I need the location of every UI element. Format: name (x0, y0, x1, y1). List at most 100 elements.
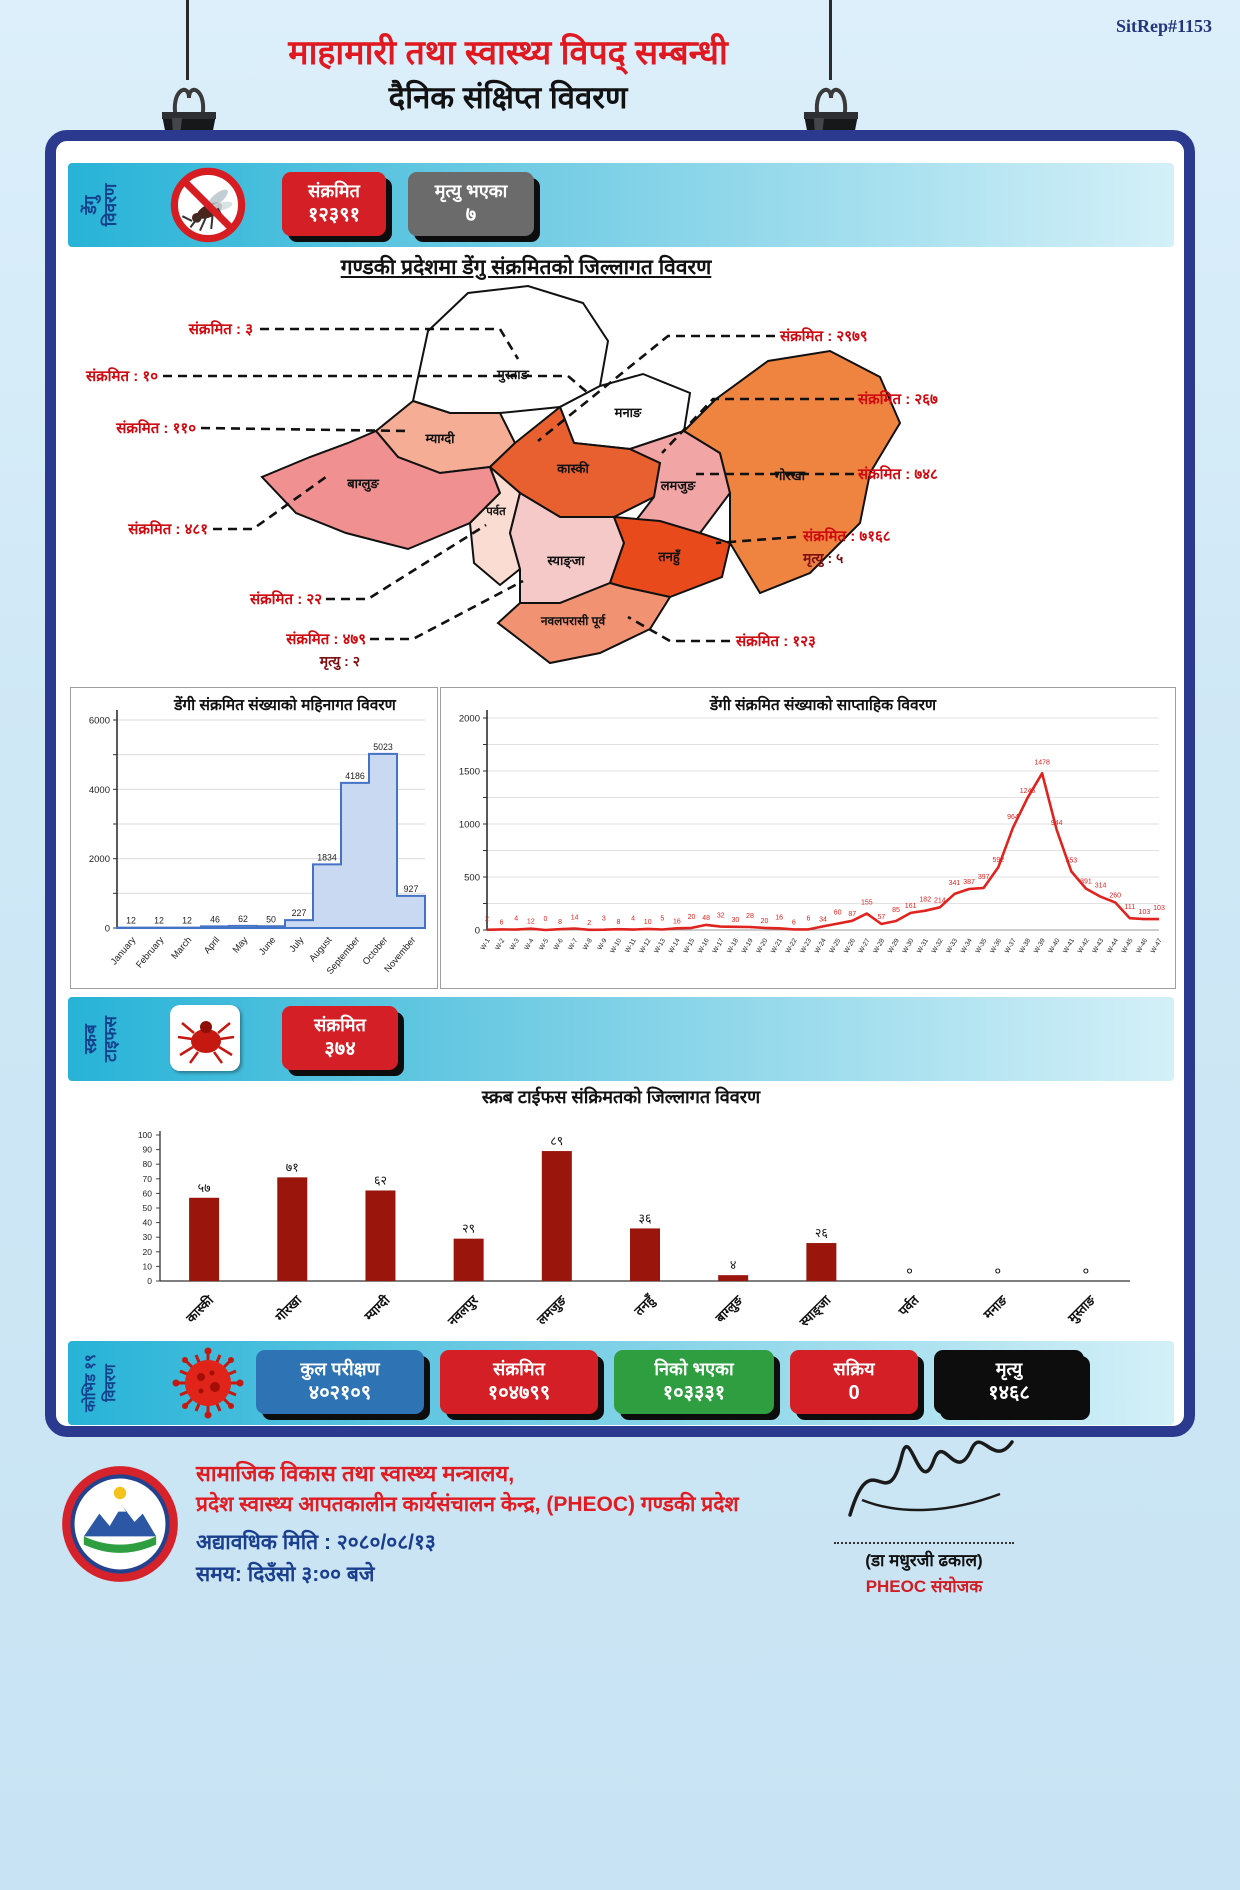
weekly-x-label: W-15 (682, 937, 696, 954)
weekly-value-label: 14 (571, 915, 579, 922)
weekly-x-label: W-10 (609, 937, 623, 954)
hanging-string-right (829, 0, 832, 80)
district-label-gorkha: गोरखा (774, 468, 806, 483)
covid-active-value: 0 (848, 1382, 860, 1404)
scrub-bar-म्याग्दी (365, 1190, 396, 1281)
callout-myagdi: संक्रमित : ११० (115, 419, 196, 437)
weekly-chart-svg: 05001000150020002W-16W-24W-312W-40W-58W-… (459, 695, 1165, 955)
scrub-x-label: लमजुङ (533, 1292, 570, 1329)
scrub-section-label-line1: स्क्रब (81, 1024, 100, 1054)
weekly-value-label: 87 (848, 911, 856, 918)
weekly-value-label: 20 (761, 918, 769, 925)
weekly-value-label: 964 (1007, 814, 1019, 821)
weekly-x-label: W-26 (843, 937, 857, 954)
weekly-value-label: 20 (688, 914, 696, 921)
weekly-x-label: W-46 (1135, 937, 1149, 954)
monthly-y-tick: 6000 (89, 716, 110, 727)
weekly-x-label: W-38 (1018, 937, 1032, 954)
monthly-value-label: 1834 (317, 852, 337, 862)
weekly-x-label: W-47 (1150, 937, 1164, 954)
covid-tests-label: कुल परीक्षण (300, 1359, 380, 1379)
scrub-y-tick: 40 (143, 1218, 153, 1228)
callout-kaski: संक्रमित : २९७९ (779, 327, 868, 345)
weekly-x-label: W-18 (726, 937, 740, 954)
weekly-value-label: 6 (500, 919, 504, 926)
weekly-value-label: 6 (792, 919, 796, 926)
weekly-value-label: 2 (587, 920, 591, 927)
weekly-value-label: 2 (485, 916, 489, 923)
monthly-value-label: 46 (210, 914, 220, 924)
callout-tanahu-deaths: मृत्यु : ५ (802, 550, 843, 568)
dengue-section-band: डेंगु विवरण संक्रमित १२३९१ मृत्यु भएका (68, 163, 1174, 247)
monthly-x-label: February (134, 935, 166, 970)
covid-recovered-label: निको भएका (654, 1359, 734, 1379)
weekly-x-label: W-43 (1091, 937, 1105, 954)
scrub-bar-स्याङ्जा (806, 1243, 837, 1281)
weekly-value-label: 30 (731, 917, 739, 924)
district-name-labels: मुस्ताङ मनाङ म्याग्दी बाग्लुङ कास्की पर्… (346, 367, 805, 629)
covid-recovered-value: १०३३३१ (662, 1382, 726, 1404)
weekly-value-label: 60 (834, 910, 842, 917)
scrub-x-label: तनहुँ (631, 1292, 660, 1321)
weekly-x-label: W-37 (1004, 937, 1018, 954)
scrub-value-label: ५७ (198, 1181, 211, 1195)
covid-infected-statbox: संक्रमित १०४७९९ (440, 1350, 598, 1414)
scrub-y-tick: 0 (147, 1276, 152, 1286)
weekly-x-label: W-32 (931, 937, 945, 954)
weekly-value-label: 28 (746, 913, 754, 920)
weekly-value-label: 214 (934, 897, 946, 904)
weekly-value-label: 10 (644, 919, 652, 926)
monthly-x-label: May (231, 935, 250, 955)
monthly-value-label: 12 (154, 916, 164, 926)
ministry-line1: सामाजिक विकास तथा स्वास्थ्य मन्त्रालय, (196, 1461, 515, 1486)
weekly-x-label: W-16 (697, 937, 711, 954)
covid-section-band: कोभिड १९ विवरण क (68, 1341, 1174, 1425)
scrub-y-tick: 100 (138, 1130, 152, 1140)
covid-section-label: कोभिड १९ विवरण (46, 1333, 156, 1433)
signatory-name: (डा मधुरजी ढकाल) (865, 1551, 983, 1570)
weekly-x-label: W-24 (814, 937, 828, 954)
weekly-x-label: W-41 (1062, 937, 1076, 954)
weekly-y-tick: 1000 (459, 820, 480, 831)
weekly-value-label: 260 (1109, 892, 1121, 899)
weekly-x-label: W-29 (887, 937, 901, 954)
district-baglung (260, 429, 502, 551)
weekly-x-label: W-9 (597, 937, 609, 951)
virus-icon (172, 1347, 244, 1419)
weekly-x-label: W-17 (712, 937, 726, 954)
weekly-x-label: W-2 (494, 937, 506, 951)
scrub-y-tick: 20 (143, 1247, 153, 1257)
monthly-area-series (116, 752, 426, 929)
scrub-value-label: ३६ (638, 1211, 651, 1225)
scrub-x-label: नवलपुर (444, 1292, 482, 1330)
weekly-value-label: 32 (717, 913, 725, 920)
monthly-x-label: October (361, 935, 390, 967)
weekly-value-label: 111 (1124, 904, 1135, 911)
weekly-x-label: W-13 (653, 937, 667, 954)
monthly-value-label: 12 (126, 916, 136, 926)
weekly-value-label: 5 (660, 915, 664, 922)
weekly-x-label: W-34 (960, 937, 974, 954)
scrub-y-tick: 90 (143, 1145, 153, 1155)
callout-parbat: संक्रमित : २२ (249, 590, 322, 608)
district-label-mustang: मुस्ताङ (496, 367, 530, 383)
scrub-chart-svg: 0 10 20 30 40 50 60 70 80 90 100 ५७ कास्की ७१ गोरखा ६२ म… (138, 1130, 1130, 1331)
scrub-bar-बाग्लुङ (718, 1275, 749, 1281)
monthly-chart-title: डेंगी संक्रमित संख्याको महिनागत विवरण (173, 695, 397, 714)
covid-tests-value: ४०२१०९ (308, 1382, 372, 1404)
dengue-infected-value: १२३९१ (308, 204, 360, 226)
covid-section-label-line1: कोभिड १९ (82, 1354, 99, 1412)
scrub-infected-label: संक्रमित (314, 1015, 366, 1035)
weekly-value-label: 391 (1080, 879, 1092, 886)
signatory-title: PHEOC संयोजक (865, 1577, 983, 1596)
monthly-value-label: 62 (238, 914, 248, 924)
weekly-value-label: 155 (861, 900, 873, 907)
scrub-bar-गोरखा (277, 1177, 308, 1281)
weekly-value-label: 16 (673, 918, 681, 925)
callout-syangja-deaths: मृत्यु : २ (319, 653, 360, 671)
weekly-value-label: 4 (631, 916, 635, 923)
scrub-bar-chart: 0 10 20 30 40 50 60 70 80 90 100 ५७ कास्की ७१ गोरखा ६२ म… (68, 1119, 1174, 1333)
map-callout-labels: संक्रमित : ३ संक्रमित : १० संक्रमित : ११… (85, 320, 938, 671)
weekly-value-label: 103 (1153, 905, 1165, 912)
callout-tanahu: संक्रमित : ७१६८ (802, 527, 891, 545)
